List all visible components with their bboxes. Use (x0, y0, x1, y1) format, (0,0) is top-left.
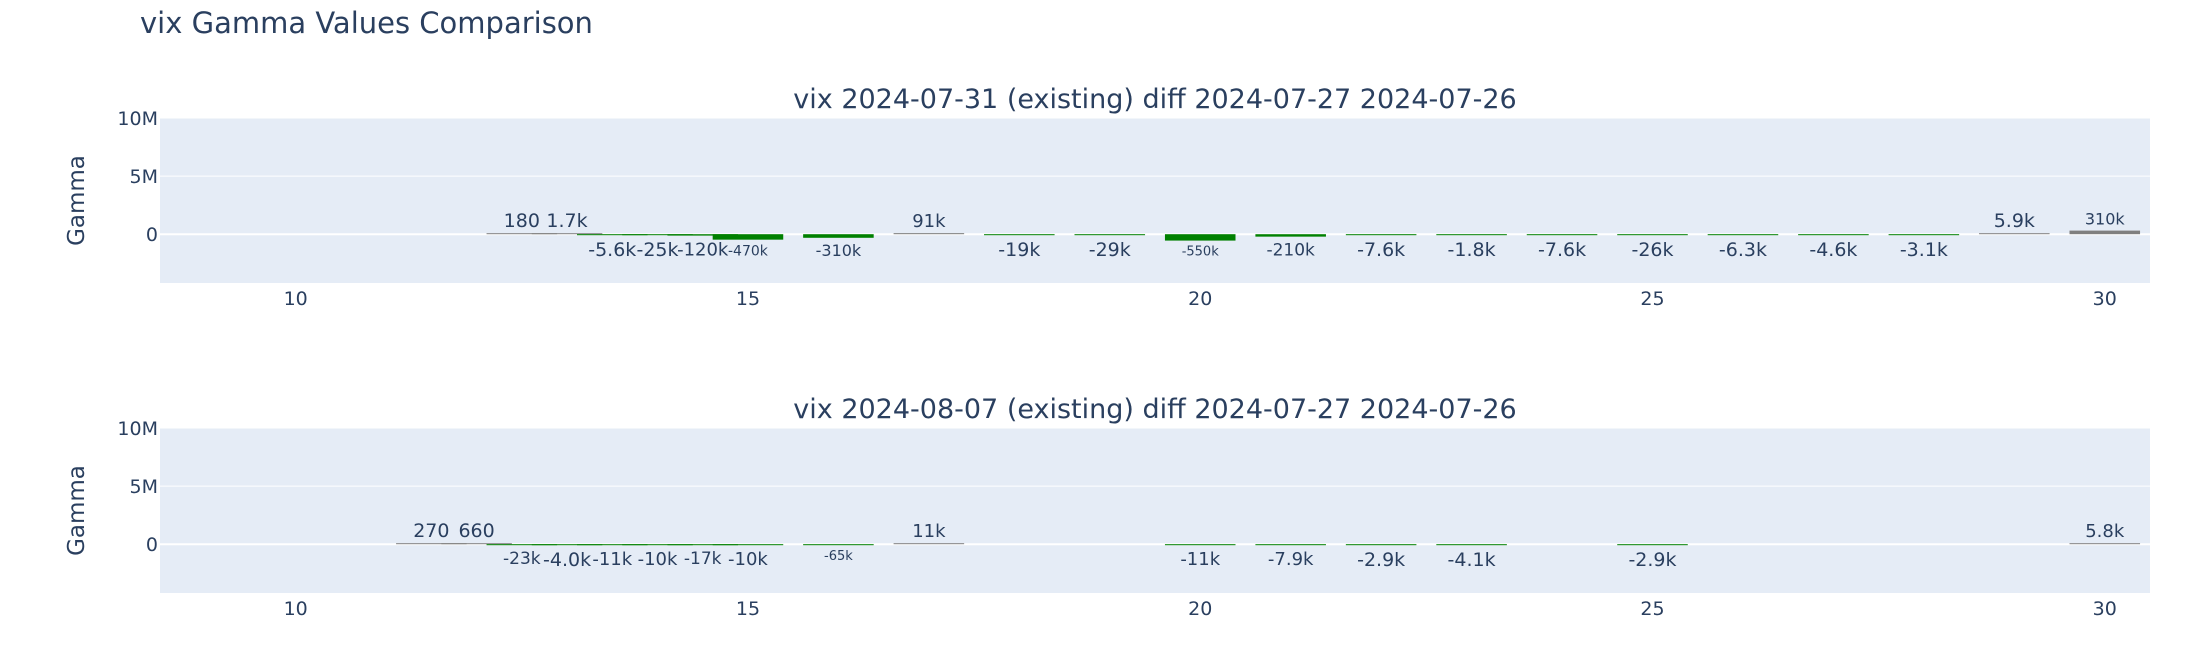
bar (1345, 234, 1417, 236)
plot-area (160, 428, 2150, 593)
ytick-label: 5M (130, 476, 158, 498)
bar (486, 544, 558, 546)
bar-value-label: 180 (504, 210, 540, 232)
bar-value-label: -4.0k (543, 549, 591, 571)
bar (1164, 234, 1236, 241)
bar (1255, 234, 1326, 237)
plot-area (160, 118, 2150, 283)
bar-value-label: 310k (2085, 210, 2126, 229)
bar-value-label: 5.9k (1994, 210, 2035, 232)
bar (803, 234, 874, 238)
bar (1436, 234, 1507, 236)
bar-value-label: -25k (636, 239, 678, 261)
bar-value-label: -2.9k (1357, 549, 1405, 571)
xtick-label: 25 (1640, 598, 1664, 620)
xtick-label: 30 (2093, 598, 2117, 620)
bar (1979, 233, 2050, 235)
bar-value-label: 270 (413, 520, 449, 542)
bar (1617, 544, 1688, 546)
bar (1888, 234, 1960, 236)
bar-value-label: -7.9k (1268, 549, 1314, 570)
bar (576, 544, 648, 546)
xtick-label: 10 (284, 288, 308, 310)
xtick-label: 15 (736, 598, 760, 620)
ytick-label: 0 (146, 534, 158, 556)
bar-value-label: -1.8k (1448, 239, 1496, 261)
bar (2069, 230, 2141, 235)
bar-value-label: -11k (1180, 549, 1220, 570)
bar-value-label: -4.1k (1448, 549, 1496, 571)
xtick-label: 10 (284, 598, 308, 620)
yaxis-title: Gamma (64, 155, 90, 246)
bar-value-label: -3.1k (1900, 239, 1948, 261)
bar (441, 543, 512, 545)
bar (1074, 234, 1146, 236)
bar (1164, 544, 1236, 546)
bar-value-label: -310k (816, 241, 862, 260)
bar-value-label: -6.3k (1719, 239, 1767, 261)
bar-value-label: 91k (912, 211, 946, 232)
xtick-label: 15 (736, 288, 760, 310)
subplot-title: vix 2024-08-07 (existing) diff 2024-07-2… (793, 394, 1516, 425)
bar (712, 234, 784, 240)
bar-value-label: -210k (1266, 241, 1315, 261)
bar (576, 234, 648, 236)
bar (667, 544, 739, 546)
bar-value-label: -550k (1182, 245, 1220, 260)
bar-value-label: 11k (912, 521, 946, 542)
bar (712, 544, 784, 546)
bar (1255, 544, 1326, 546)
bar-value-label: -26k (1631, 239, 1673, 261)
xtick-label: 20 (1188, 288, 1212, 310)
bar (1707, 234, 1779, 236)
bar-value-label: -19k (998, 239, 1040, 261)
xtick-label: 20 (1188, 598, 1212, 620)
bar (893, 543, 965, 545)
bar-value-label: -65k (824, 549, 853, 564)
xtick-label: 30 (2093, 288, 2117, 310)
bar-value-label: 1.7k (546, 210, 587, 232)
bar (803, 544, 874, 546)
bar (893, 233, 965, 235)
bar-value-label: -11k (592, 549, 632, 570)
figure-title: vix Gamma Values Comparison (140, 6, 593, 40)
bar (486, 233, 558, 235)
bar-value-label: 5.8k (2085, 521, 2125, 542)
bar-value-label: -7.6k (1538, 239, 1586, 261)
ytick-label: 10M (117, 108, 158, 130)
yaxis-title: Gamma (64, 465, 90, 556)
bar (984, 234, 1055, 236)
bar-value-label: -4.6k (1809, 239, 1857, 261)
subplot-title: vix 2024-07-31 (existing) diff 2024-07-2… (793, 84, 1516, 115)
bar (531, 544, 603, 546)
bar (1617, 234, 1688, 236)
bar (1436, 544, 1507, 546)
bar (1798, 234, 1869, 236)
bar-value-label: -23k (503, 549, 541, 569)
bar (396, 543, 467, 545)
bar-value-label: -7.6k (1357, 239, 1405, 261)
bar-value-label: -120k (677, 240, 729, 261)
bar (667, 234, 739, 236)
bar (1526, 234, 1598, 236)
bar-value-label: -2.9k (1628, 549, 1676, 571)
bar-value-label: -5.6k (588, 239, 636, 261)
xtick-label: 25 (1640, 288, 1664, 310)
ytick-label: 0 (146, 224, 158, 246)
bar (622, 234, 693, 236)
bar-value-label: -10k (638, 549, 678, 570)
bar-value-label: -10k (728, 549, 768, 570)
bar-value-label: -17k (684, 549, 722, 569)
bar-value-label: 660 (458, 520, 494, 542)
bar (622, 544, 693, 546)
bar (2069, 543, 2141, 545)
bar-value-label: -29k (1089, 239, 1131, 261)
bar (1345, 544, 1417, 546)
ytick-label: 10M (117, 418, 158, 440)
bar-value-label: -470k (728, 244, 769, 260)
bar (531, 233, 603, 235)
ytick-label: 5M (130, 166, 158, 188)
